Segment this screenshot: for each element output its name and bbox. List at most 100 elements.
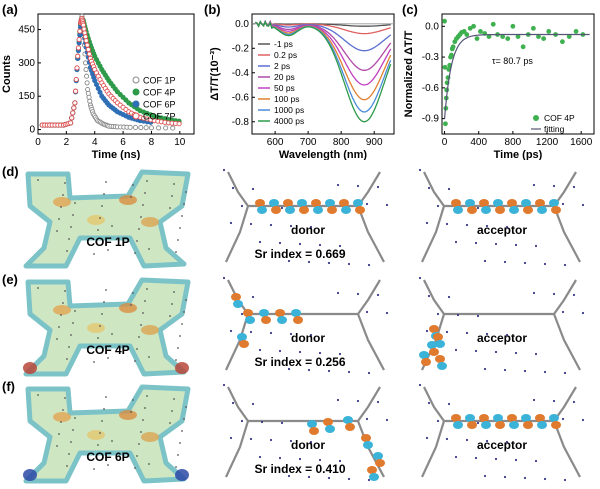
orbital-lobe (283, 199, 293, 207)
orbital-lobe (549, 414, 559, 422)
orbital-lobe (429, 348, 439, 356)
atom-dot (181, 323, 183, 325)
donor-label: donor (291, 438, 325, 452)
atom-dot (72, 322, 74, 324)
atom-dot (130, 196, 132, 198)
x-tick-label: 1600 (570, 137, 593, 148)
orbital-lobe (269, 199, 279, 207)
y-tick-label: 150 (18, 91, 35, 102)
atom-dot (130, 304, 132, 306)
plot-frame (37, 13, 195, 135)
orbital-lobe (233, 300, 243, 308)
y-tick-label: -0.4 (232, 68, 250, 79)
esp-hotspot (23, 469, 37, 481)
legend-label: 50 ps (274, 83, 295, 93)
atom-dot (454, 240, 458, 244)
orbital-lobe (261, 316, 271, 324)
series-line-20-ps (254, 19, 392, 71)
atom-dot (99, 325, 101, 327)
orbital-lobe (239, 340, 249, 348)
atom-dot (109, 452, 111, 454)
atom-dot (447, 295, 451, 299)
atom-dot (561, 417, 565, 421)
x-tick-label: 800 (505, 137, 522, 148)
orbital-lobe (293, 316, 303, 324)
atom-dot (173, 291, 175, 293)
atom-dot (101, 205, 103, 207)
data-point-cof-1p (127, 124, 133, 130)
atom-dot (103, 408, 105, 410)
esp-hotspot (119, 410, 137, 420)
data-point-cof-7p (75, 53, 81, 59)
legend-label: -1 ps (274, 39, 293, 49)
orbital-lobe (481, 206, 491, 214)
atom-dot (103, 193, 105, 195)
atom-dot (111, 440, 113, 442)
atom-dot (425, 221, 429, 225)
atom-dot (514, 351, 518, 355)
atom-dot (229, 436, 233, 440)
data-point (442, 18, 447, 24)
data-point-cof-7p (76, 37, 82, 43)
atom-dot (269, 223, 273, 227)
atom-dot (56, 230, 58, 232)
y-tick-label: -0.6 (422, 83, 440, 94)
atom-dot (318, 351, 322, 355)
x-tick-label: 700 (300, 137, 317, 148)
atom-dot (62, 302, 64, 304)
atom-dot (111, 225, 113, 227)
esp-label: COF 4P (86, 343, 129, 357)
esp-hotspot (23, 362, 37, 374)
orbital-lobe (509, 206, 519, 214)
orbital-lobe (373, 452, 383, 460)
atom-dot (289, 224, 293, 228)
atom-dot (269, 438, 273, 442)
legend-label: 100 ps (274, 94, 300, 104)
atom-dot (287, 474, 291, 478)
atom-dot (64, 397, 66, 399)
atom-dot (336, 398, 340, 402)
atom-dot (503, 260, 507, 264)
atom-dot (64, 182, 66, 184)
atom-dot (93, 468, 95, 470)
orbital-lobe (259, 309, 269, 317)
atom-dot (95, 241, 97, 243)
atom-dot (309, 333, 313, 337)
atom-dot (532, 183, 536, 187)
orbital-lobe (313, 206, 323, 214)
atom-dot (66, 250, 68, 252)
atom-dot (427, 401, 431, 405)
chart-b-transient-absorption: 600 700 800 900 0.0 -0.2 -0.4 -0.6 -0.8 Wavelengt… (209, 13, 395, 160)
esp-hotspot (87, 430, 105, 440)
atom-dot (572, 185, 576, 189)
data-point (530, 25, 536, 31)
atom-dot (66, 358, 68, 360)
data-point (442, 64, 448, 70)
atom-dot (280, 421, 284, 425)
atom-dot (66, 465, 68, 467)
atom-dot (347, 262, 351, 266)
x-tick-label: 8 (149, 137, 155, 148)
orbital-lobe (481, 421, 491, 429)
atom-dot (111, 333, 113, 335)
y-tick-label: -0.3 (422, 52, 440, 63)
atom-dot (338, 352, 342, 356)
legend-label: fitting (544, 124, 565, 134)
atom-dot (376, 400, 380, 404)
atom-dot (222, 276, 226, 280)
atom-dot (465, 438, 469, 442)
atom-dot (105, 396, 107, 398)
legend-label: 20 ps (274, 72, 295, 82)
orbital-lobe (243, 309, 253, 317)
atom-dot (240, 312, 244, 316)
atom-dot (130, 411, 132, 413)
atom-dot (134, 252, 136, 254)
legend-label: COF 1P (143, 76, 176, 86)
esp-hotspot (53, 197, 71, 207)
atom-dot (278, 241, 282, 245)
data-point-cof-7p (69, 115, 75, 121)
atom-dot (72, 429, 74, 431)
data-point (566, 34, 572, 39)
atom-dot (278, 456, 282, 460)
x-tick-label: 800 (333, 137, 350, 148)
